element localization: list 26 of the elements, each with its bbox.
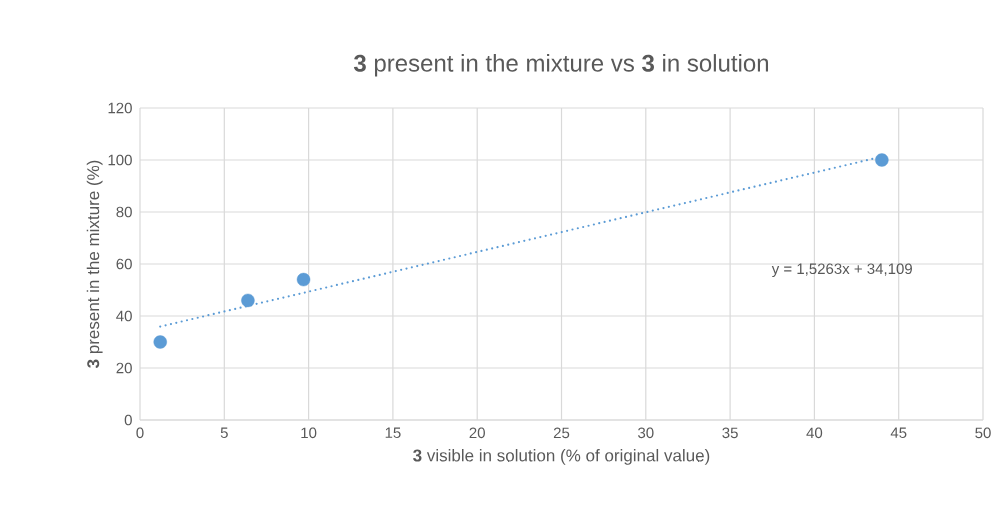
x-tick-label: 50 [975,427,991,439]
y-tick-label: 100 [108,154,132,166]
x-tick-label: 45 [890,427,907,438]
annotation: y = 1,5263x + 34,109 [771,263,912,278]
y-tick-label: 20 [116,362,132,374]
y-tick-label: 40 [116,310,132,322]
x-tick-label: 25 [553,427,570,439]
x-tick-label: 10 [301,427,317,439]
point [296,272,311,287]
point [241,293,255,308]
y-tick-label: 80 [116,206,132,218]
x-tick-label: 0 [136,427,144,439]
x-tick-label: 5 [220,427,228,438]
chart-title: 3 present in the mixture vs 3 in solution [353,54,769,77]
x-axis-title: 3 visible in solution (% of original value) [413,449,710,465]
x-tick-label: 30 [638,427,654,439]
point [153,335,167,349]
x-tick-label: 35 [722,427,738,439]
x-tick-label: 20 [469,427,485,439]
y-axis-title: 3 present in the mixture (%) [86,160,103,369]
x-tick-label: 40 [806,427,823,439]
x-tick-label: 15 [385,427,401,438]
y-tick-label: 0 [124,414,132,426]
y-tick-label: 120 [108,102,132,114]
point [875,153,889,167]
y-tick-label: 60 [116,258,132,270]
